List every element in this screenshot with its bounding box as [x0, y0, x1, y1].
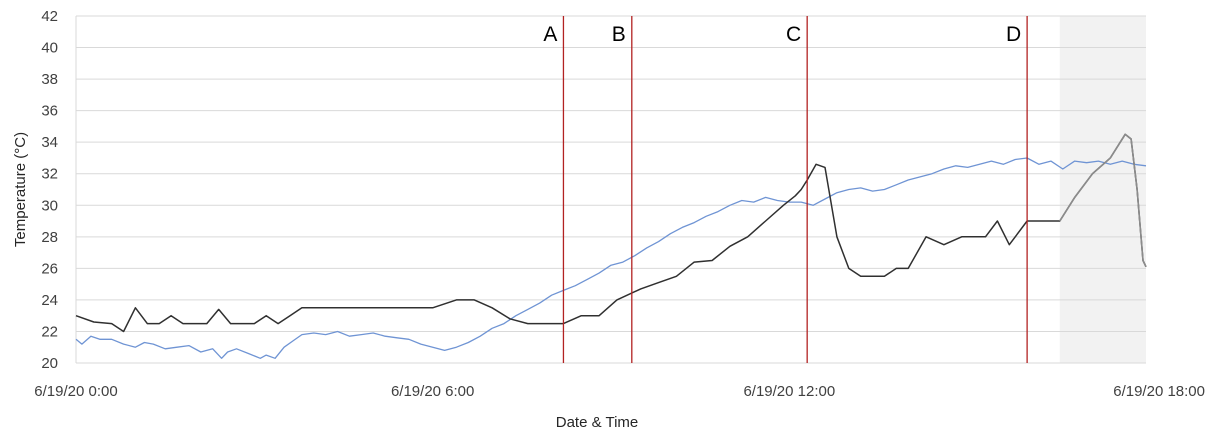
y-tick-label: 20: [41, 355, 58, 372]
y-tick-label: 24: [41, 292, 58, 309]
y-tick-label: 42: [41, 8, 58, 25]
y-tick-label: 36: [41, 103, 58, 120]
y-axis-title: Temperature (°C): [12, 132, 29, 247]
gridlines: [75, 15, 1146, 364]
marker-label-a: A: [543, 23, 557, 46]
series-line-2: [75, 133, 1147, 333]
y-tick-label: 38: [41, 71, 58, 88]
shaded-region: [1059, 16, 1146, 363]
y-tick-label: 30: [41, 197, 58, 214]
x-tick-label: 6/19/20 18:00: [1113, 383, 1205, 400]
series-lines: [75, 133, 1147, 359]
y-tick-label: 34: [41, 134, 58, 151]
y-tick-label: 40: [41, 40, 58, 57]
x-tick-label: 6/19/20 6:00: [391, 383, 474, 400]
marker-label-d: D: [1006, 23, 1021, 46]
event-markers: A B C D: [543, 16, 1028, 363]
x-tick-labels: 6/19/20 0:00 6/19/20 6:00 6/19/20 12:00 6/1…: [34, 383, 1205, 400]
x-axis-title: Date & Time: [556, 414, 639, 431]
x-tick-label: 6/19/20 0:00: [34, 383, 117, 400]
marker-label-c: C: [786, 23, 801, 46]
y-tick-label: 26: [41, 260, 58, 277]
y-tick-label: 32: [41, 166, 58, 183]
y-tick-label: 22: [41, 323, 58, 340]
series-line-1: [75, 157, 1147, 359]
y-tick-labels: 20 22 24 26 28 30 32 34 36 38 40 42: [41, 8, 58, 372]
y-tick-label: 28: [41, 229, 58, 246]
marker-label-b: B: [612, 23, 626, 46]
x-tick-label: 6/19/20 12:00: [743, 383, 835, 400]
series-line-2-shaded: [1059, 133, 1147, 268]
